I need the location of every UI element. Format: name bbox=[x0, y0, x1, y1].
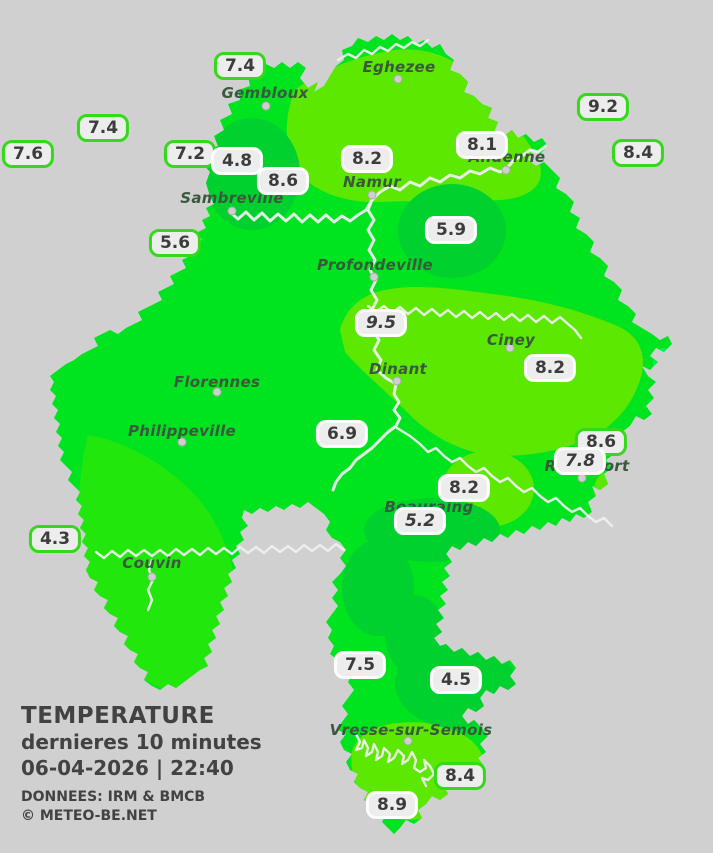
city-dot bbox=[393, 74, 403, 84]
river-meuse-south bbox=[331, 198, 402, 492]
city-label: Eghezee bbox=[362, 58, 436, 76]
temp-badge: 8.2 bbox=[340, 145, 394, 173]
temp-badge: 4.8 bbox=[210, 147, 264, 175]
city-dot bbox=[392, 376, 402, 386]
city-label: Philippeville bbox=[127, 422, 237, 440]
map-datetime: 06-04-2026 | 22:40 bbox=[21, 756, 234, 781]
city-dot bbox=[369, 272, 379, 282]
river-sambre bbox=[229, 198, 374, 224]
city-dot bbox=[227, 206, 237, 216]
temp-badge: 9.2 bbox=[576, 93, 630, 121]
temp-badge: 6.9 bbox=[315, 420, 369, 448]
city-dot bbox=[403, 736, 413, 746]
title-block: TEMPERATURE dernieres 10 minutes 06-04-2… bbox=[21, 703, 262, 826]
zone-center-east-light bbox=[340, 287, 643, 456]
city-dot bbox=[505, 343, 515, 353]
city-dot bbox=[177, 437, 187, 447]
city-dot bbox=[261, 101, 271, 111]
data-source: DONNEES: IRM & BMCB bbox=[21, 789, 206, 806]
river-eghezee-stream bbox=[336, 38, 430, 62]
city-label: Ciney bbox=[486, 331, 536, 349]
river-meuse-east bbox=[370, 144, 548, 202]
city-label: Vresse-sur-Semois bbox=[329, 721, 493, 739]
temp-badge: 8.4 bbox=[611, 139, 665, 167]
temp-badge: 7.5 bbox=[333, 651, 387, 679]
temp-badge: 7.2 bbox=[163, 140, 217, 168]
city-label: Namur bbox=[343, 173, 401, 191]
temp-badge: 7.6 bbox=[1, 140, 55, 168]
city-dot bbox=[501, 165, 511, 175]
city-label: Gembloux bbox=[221, 84, 309, 102]
river-bocq bbox=[366, 304, 583, 340]
river-semois bbox=[354, 732, 436, 788]
temp-badge: 5.6 bbox=[148, 229, 202, 257]
rivers bbox=[94, 38, 614, 788]
temp-badge: 9.5 bbox=[354, 309, 408, 337]
river-couvin-branch bbox=[146, 558, 155, 612]
city-dot bbox=[212, 387, 222, 397]
temp-badge: 7.4 bbox=[213, 52, 267, 80]
city-dot bbox=[367, 190, 377, 200]
temp-badge: 8.2 bbox=[523, 354, 577, 382]
city-label: Florennes bbox=[173, 373, 261, 391]
temp-badge: 8.6 bbox=[256, 167, 310, 195]
temp-badge: 7.8 bbox=[553, 447, 607, 475]
city-dot bbox=[147, 572, 157, 582]
temp-badge: 8.4 bbox=[433, 762, 487, 790]
temp-badge: 4.5 bbox=[429, 666, 483, 694]
temp-badge: 8.2 bbox=[437, 474, 491, 502]
city-label: Couvin bbox=[122, 554, 182, 572]
copyright: © METEO-BE.NET bbox=[21, 808, 157, 825]
zone-southwest-light bbox=[77, 435, 239, 693]
city-label: Sambreville bbox=[180, 189, 284, 207]
temp-badge: 8.9 bbox=[365, 791, 419, 819]
city-label: Dinant bbox=[368, 360, 428, 378]
map-subtitle: dernieres 10 minutes bbox=[21, 730, 262, 755]
river-lesse bbox=[395, 426, 614, 528]
city-label: Profondeville bbox=[317, 256, 433, 274]
river-eau-noire bbox=[94, 542, 346, 560]
temp-badge: 7.4 bbox=[76, 114, 130, 142]
temp-badge: 4.3 bbox=[28, 525, 82, 553]
temp-badge: 8.1 bbox=[455, 131, 509, 159]
temp-badge: 5.2 bbox=[393, 507, 447, 535]
map-title: TEMPERATURE bbox=[21, 703, 215, 729]
temp-badge: 5.9 bbox=[424, 216, 478, 244]
